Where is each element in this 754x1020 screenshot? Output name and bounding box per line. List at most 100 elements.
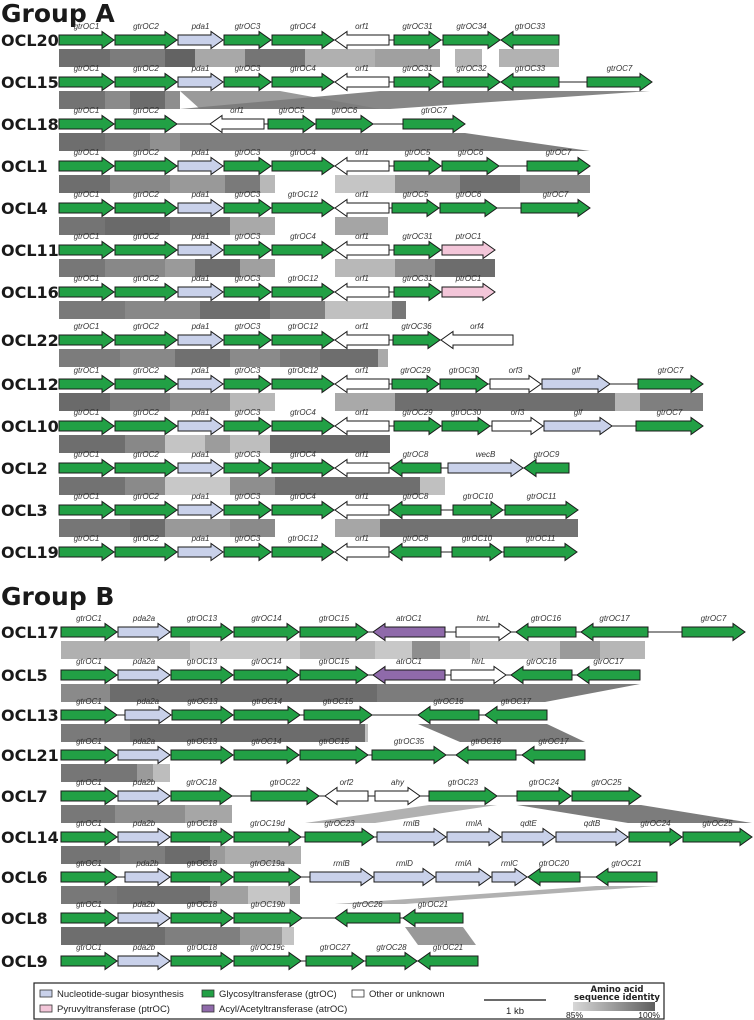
gene-arrow-gtr-forward-icon[interactable] (60, 745, 118, 765)
gene-arrow-nuc-forward-icon[interactable] (447, 458, 524, 478)
gene-arrow-gtr-forward-icon[interactable] (233, 745, 300, 765)
gene-arrow-other-reverse-icon[interactable] (334, 374, 390, 394)
gene-arrow-gtr-forward-icon[interactable] (60, 786, 118, 806)
gene-arrow-nuc-forward-icon[interactable] (543, 416, 613, 436)
gene-arrow-gtr-forward-icon[interactable] (60, 665, 118, 685)
gene-arrow-gtr-forward-icon[interactable] (233, 908, 303, 928)
gene-arrow-gtr-forward-icon[interactable] (114, 374, 178, 394)
gene-arrow-gtr-reverse-icon[interactable] (455, 745, 517, 765)
gene-arrow-gtr-forward-icon[interactable] (223, 330, 272, 350)
gene-arrow-gtr-forward-icon[interactable] (299, 745, 369, 765)
gene-arrow-gtr-forward-icon[interactable] (223, 240, 272, 260)
gene-arrow-nuc-forward-icon[interactable] (117, 827, 171, 847)
gene-arrow-nuc-forward-icon[interactable] (177, 374, 224, 394)
gene-arrow-gtr-forward-icon[interactable] (393, 30, 442, 50)
gene-arrow-gtr-forward-icon[interactable] (223, 282, 272, 302)
gene-arrow-gtr-forward-icon[interactable] (114, 416, 178, 436)
gene-arrow-other-reverse-icon[interactable] (334, 30, 390, 50)
gene-arrow-other-reverse-icon[interactable] (334, 330, 390, 350)
gene-arrow-nuc-forward-icon[interactable] (117, 665, 171, 685)
gene-arrow-nuc-forward-icon[interactable] (373, 867, 436, 887)
gene-arrow-other-reverse-icon[interactable] (209, 114, 265, 134)
gene-arrow-gtr-forward-icon[interactable] (628, 827, 683, 847)
gene-arrow-gtr-reverse-icon[interactable] (576, 665, 641, 685)
gene-arrow-nuc-forward-icon[interactable] (376, 827, 447, 847)
gene-arrow-gtr-forward-icon[interactable] (223, 458, 272, 478)
gene-arrow-gtr-reverse-icon[interactable] (523, 458, 570, 478)
gene-arrow-gtr-forward-icon[interactable] (58, 282, 115, 302)
gene-arrow-nuc-forward-icon[interactable] (177, 500, 224, 520)
gene-arrow-nuc-forward-icon[interactable] (177, 198, 224, 218)
gene-arrow-gtr-forward-icon[interactable] (58, 156, 115, 176)
gene-arrow-gtr-forward-icon[interactable] (682, 827, 753, 847)
gene-arrow-gtr-forward-icon[interactable] (114, 500, 178, 520)
gene-arrow-nuc-forward-icon[interactable] (177, 240, 224, 260)
gene-arrow-gtr-forward-icon[interactable] (439, 198, 498, 218)
gene-arrow-nuc-forward-icon[interactable] (177, 156, 224, 176)
gene-arrow-gtr-forward-icon[interactable] (114, 72, 178, 92)
gene-arrow-gtr-reverse-icon[interactable] (402, 908, 464, 928)
gene-arrow-gtr-forward-icon[interactable] (170, 951, 234, 971)
gene-arrow-gtr-forward-icon[interactable] (114, 330, 178, 350)
gene-arrow-gtr-forward-icon[interactable] (365, 951, 418, 971)
gene-arrow-gtr-forward-icon[interactable] (442, 30, 501, 50)
gene-arrow-gtr-forward-icon[interactable] (58, 416, 115, 436)
gene-arrow-gtr-forward-icon[interactable] (315, 114, 374, 134)
gene-arrow-gtr-forward-icon[interactable] (114, 198, 178, 218)
gene-arrow-gtr-forward-icon[interactable] (503, 542, 578, 562)
gene-arrow-other-reverse-icon[interactable] (334, 240, 390, 260)
gene-arrow-gtr-forward-icon[interactable] (223, 500, 272, 520)
gene-arrow-gtr-forward-icon[interactable] (271, 416, 335, 436)
gene-arrow-gtr-reverse-icon[interactable] (389, 500, 442, 520)
gene-arrow-gtr-forward-icon[interactable] (170, 827, 234, 847)
gene-arrow-nuc-forward-icon[interactable] (117, 908, 171, 928)
gene-arrow-gtr-forward-icon[interactable] (271, 500, 335, 520)
gene-arrow-gtr-reverse-icon[interactable] (417, 951, 479, 971)
gene-arrow-other-forward-icon[interactable] (455, 622, 512, 642)
gene-arrow-other-reverse-icon[interactable] (334, 282, 390, 302)
gene-arrow-atr-reverse-icon[interactable] (372, 665, 446, 685)
gene-arrow-gtr-forward-icon[interactable] (171, 705, 234, 725)
gene-arrow-gtr-forward-icon[interactable] (392, 330, 441, 350)
gene-arrow-nuc-forward-icon[interactable] (446, 827, 502, 847)
gene-arrow-gtr-reverse-icon[interactable] (500, 30, 560, 50)
gene-arrow-gtr-reverse-icon[interactable] (595, 867, 658, 887)
gene-arrow-gtr-forward-icon[interactable] (114, 156, 178, 176)
gene-arrow-other-forward-icon[interactable] (489, 374, 542, 394)
gene-arrow-gtr-forward-icon[interactable] (299, 665, 369, 685)
gene-arrow-gtr-forward-icon[interactable] (58, 458, 115, 478)
gene-arrow-gtr-forward-icon[interactable] (233, 827, 302, 847)
gene-arrow-gtr-reverse-icon[interactable] (527, 867, 581, 887)
gene-arrow-gtr-forward-icon[interactable] (271, 542, 335, 562)
gene-arrow-gtr-forward-icon[interactable] (170, 908, 234, 928)
gene-arrow-gtr-forward-icon[interactable] (271, 330, 335, 350)
gene-arrow-gtr-reverse-icon[interactable] (515, 622, 577, 642)
gene-arrow-gtr-forward-icon[interactable] (271, 458, 335, 478)
gene-arrow-other-reverse-icon[interactable] (334, 72, 390, 92)
gene-arrow-gtr-reverse-icon[interactable] (500, 72, 560, 92)
gene-arrow-gtr-forward-icon[interactable] (271, 198, 335, 218)
gene-arrow-gtr-forward-icon[interactable] (393, 416, 442, 436)
gene-arrow-gtr-forward-icon[interactable] (391, 374, 440, 394)
gene-arrow-gtr-reverse-icon[interactable] (510, 665, 573, 685)
gene-arrow-gtr-forward-icon[interactable] (267, 114, 316, 134)
gene-arrow-gtr-forward-icon[interactable] (441, 156, 500, 176)
gene-arrow-nuc-forward-icon[interactable] (124, 867, 171, 887)
gene-arrow-gtr-forward-icon[interactable] (114, 282, 178, 302)
gene-arrow-gtr-forward-icon[interactable] (504, 500, 579, 520)
gene-arrow-gtr-forward-icon[interactable] (58, 542, 115, 562)
gene-arrow-nuc-forward-icon[interactable] (117, 786, 171, 806)
gene-arrow-gtr-reverse-icon[interactable] (389, 542, 442, 562)
gene-arrow-gtr-forward-icon[interactable] (681, 622, 746, 642)
gene-arrow-gtr-forward-icon[interactable] (233, 867, 302, 887)
gene-arrow-gtr-forward-icon[interactable] (58, 500, 115, 520)
gene-arrow-gtr-forward-icon[interactable] (58, 330, 115, 350)
gene-arrow-gtr-reverse-icon[interactable] (580, 622, 649, 642)
gene-arrow-gtr-forward-icon[interactable] (393, 156, 442, 176)
gene-arrow-gtr-forward-icon[interactable] (299, 622, 369, 642)
gene-arrow-gtr-forward-icon[interactable] (60, 867, 118, 887)
gene-arrow-gtr-forward-icon[interactable] (303, 705, 373, 725)
gene-arrow-gtr-forward-icon[interactable] (393, 72, 442, 92)
gene-arrow-gtr-forward-icon[interactable] (635, 416, 704, 436)
gene-arrow-other-forward-icon[interactable] (450, 665, 507, 685)
